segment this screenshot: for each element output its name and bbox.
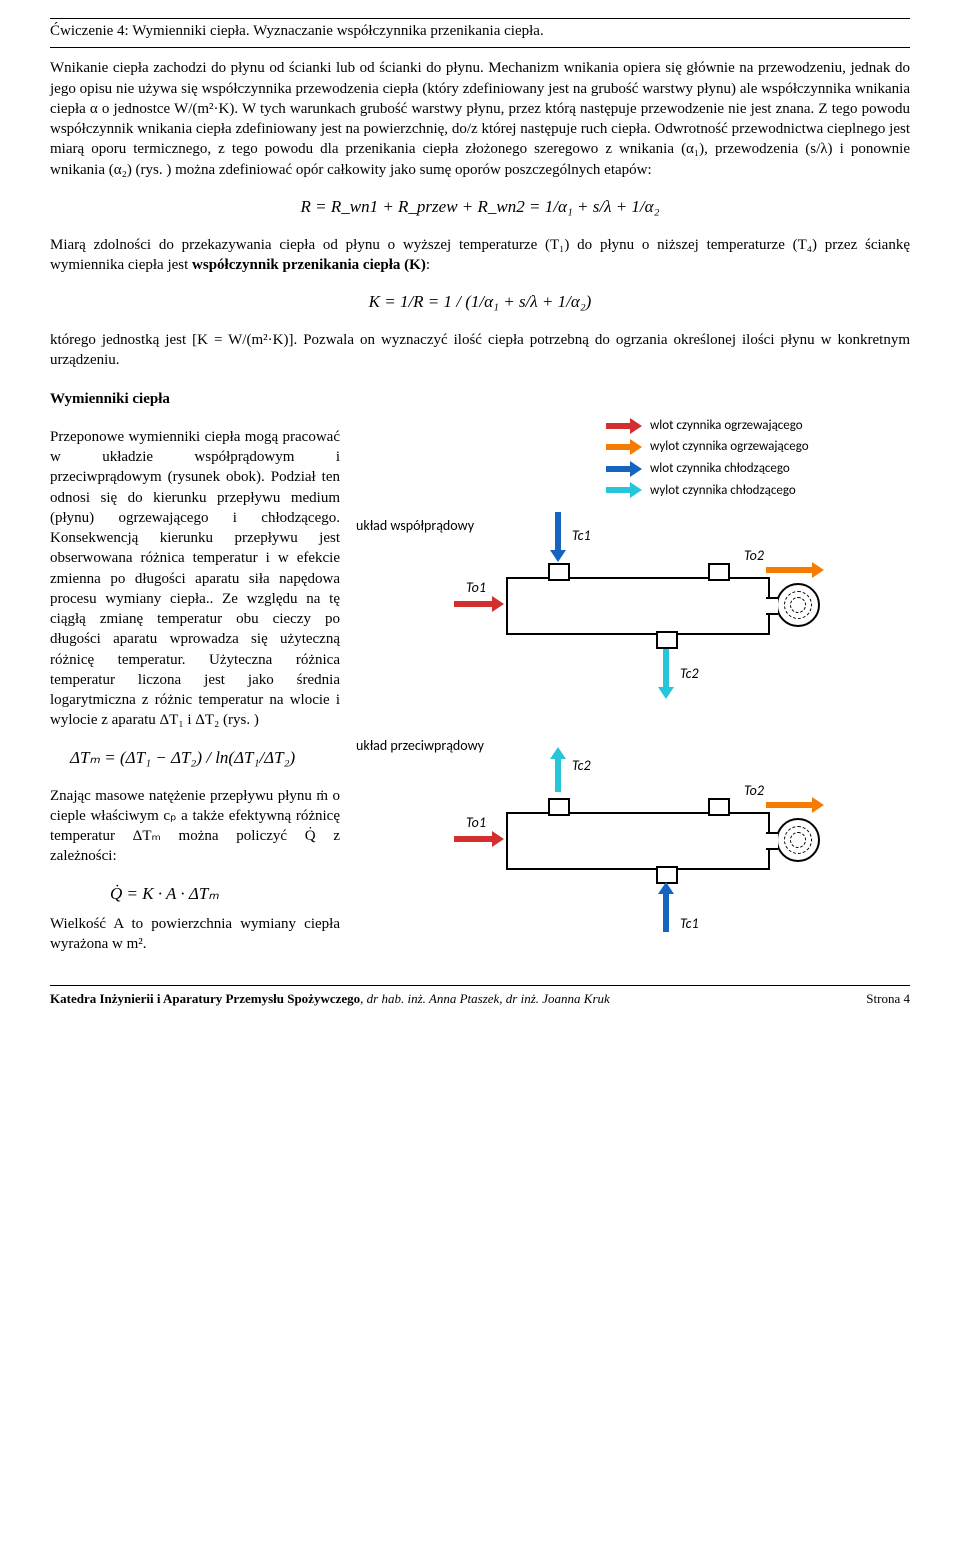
arrow-tc1-counter <box>661 892 671 932</box>
para2c: : <box>426 257 430 273</box>
equation-DTm: ΔTₘ = (ΔT₁ − ΔT₂) / ln(ΔT₁/ΔT₂) <box>70 747 340 770</box>
arrow-head <box>812 562 824 578</box>
exchanger-body-counter <box>506 812 770 870</box>
exchanger-body-cocurrent <box>506 577 770 635</box>
arrow-to2-cocurrent <box>766 565 814 575</box>
legend-arrow-in-hot <box>606 419 642 433</box>
footer-authors: , dr hab. inż. Anna Ptaszek, dr inż. Joa… <box>360 991 610 1006</box>
label-to1-cocurrent: To1 <box>466 579 486 598</box>
arrow-shaft <box>555 757 561 792</box>
port-top-right-cocurrent <box>708 563 730 581</box>
footer-katedra: Katedra Inżynierii i Aparatury Przemysłu… <box>50 991 360 1006</box>
legend-arrow-out-hot <box>606 440 642 454</box>
paragraph-intro: Wnikanie ciepła zachodzi do płynu od ści… <box>50 58 910 180</box>
para2a: Miarą zdolności do przekazywania ciepła … <box>50 237 910 273</box>
label-to2-cocurrent: To2 <box>744 547 764 566</box>
arrow-to1-cocurrent <box>454 599 494 609</box>
footer-page-label: Strona 4 <box>866 990 910 1008</box>
label-cocurrent: układ współprądowy <box>356 517 474 536</box>
label-countercurrent: układ przeciwprądowy <box>356 737 484 756</box>
arrow-shaft <box>766 567 814 573</box>
label-tc2-cocurrent: Tc2 <box>680 665 699 684</box>
arrow-head <box>630 461 642 477</box>
main-content: Wnikanie ciepła zachodzi do płynu od ści… <box>50 58 910 977</box>
arrow-shaft <box>766 802 814 808</box>
arrow-head <box>630 439 642 455</box>
arrow-head <box>630 482 642 498</box>
para5-text: Wielkość A to powierzchnia wymiany ciepł… <box>50 914 340 955</box>
arrow-shaft <box>606 423 632 429</box>
equation-R: R = R_wn1 + R_przew + R_wn2 = 1/α₁ + s/λ… <box>50 196 910 219</box>
section-heading: Wymienniki ciepła <box>50 389 910 409</box>
label-to2-counter: To2 <box>744 782 764 801</box>
connector-cocurrent <box>766 597 778 615</box>
arrow-shaft <box>454 601 494 607</box>
legend-row-out-hot: wylot czynnika ogrzewającego <box>606 438 809 456</box>
port-top-left-cocurrent <box>548 563 570 581</box>
arrow-shaft <box>663 649 669 689</box>
end-inner2 <box>790 832 806 848</box>
header-rule-bot <box>50 47 910 48</box>
arrow-shaft <box>454 836 494 842</box>
arrow-shaft <box>606 444 632 450</box>
legend-row-in-cold: wlot czynnika chłodzącego <box>606 460 809 478</box>
arrow-head <box>658 882 674 894</box>
page-footer: Katedra Inżynierii i Aparatury Przemysłu… <box>50 986 910 1008</box>
port-bottom-cocurrent <box>656 631 678 649</box>
page-header-title: Ćwiczenie 4: Wymienniki ciepła. Wyznacza… <box>50 19 910 47</box>
arrow-shaft <box>606 487 632 493</box>
two-column-block: Przeponowe wymienniki ciepła mogą pracow… <box>50 417 910 977</box>
legend-arrow-out-cold <box>606 483 642 497</box>
legend-label-in-cold: wlot czynnika chłodzącego <box>650 460 790 478</box>
port-top-right-counter <box>708 798 730 816</box>
arrow-to1-counter <box>454 834 494 844</box>
connector-counter <box>766 832 778 850</box>
arrow-tc2-counter <box>553 757 563 792</box>
arrow-tc2-cocurrent <box>661 649 671 689</box>
arrow-to2-counter <box>766 800 814 810</box>
arrow-tc1-cocurrent <box>553 512 563 552</box>
exchanger-end-counter <box>776 818 820 862</box>
para1-text: Wnikanie ciepła zachodzi do płynu od ści… <box>50 60 910 177</box>
end-inner2 <box>790 597 806 613</box>
legend-row-out-cold: wylot czynnika chłodzącego <box>606 482 809 500</box>
label-tc1-cocurrent: Tc1 <box>572 527 591 546</box>
para2b-bold: współczynnik przenikania ciepła (K) <box>192 257 426 273</box>
port-top-left-counter <box>548 798 570 816</box>
legend-label-in-hot: wlot czynnika ogrzewającego <box>650 417 803 435</box>
paragraph-K-unit: którego jednostką jest [K = W/(m²·K)]. P… <box>50 330 910 371</box>
leftcol-text: Przeponowe wymienniki ciepła mogą pracow… <box>50 427 340 731</box>
diagram-column: wlot czynnika ogrzewającego wylot czynni… <box>356 417 910 977</box>
legend-label-out-cold: wylot czynnika chłodzącego <box>650 482 796 500</box>
arrow-head <box>630 418 642 434</box>
arrow-head <box>658 687 674 699</box>
arrow-shaft <box>606 466 632 472</box>
equation-K: K = 1/R = 1 / (1/α₁ + s/λ + 1/α₂) <box>50 291 910 314</box>
legend-arrow-in-cold <box>606 462 642 476</box>
arrow-head <box>550 550 566 562</box>
exchanger-end-cocurrent <box>776 583 820 627</box>
footer-attribution: Katedra Inżynierii i Aparatury Przemysłu… <box>50 990 610 1008</box>
legend-label-out-hot: wylot czynnika ogrzewającego <box>650 438 809 456</box>
arrow-shaft <box>663 892 669 932</box>
arrow-head <box>812 797 824 813</box>
left-text-column: Przeponowe wymienniki ciepła mogą pracow… <box>50 417 340 964</box>
label-to1-counter: To1 <box>466 814 486 833</box>
label-tc2-counter: Tc2 <box>572 757 591 776</box>
arrow-head <box>492 831 504 847</box>
heat-exchanger-diagram: wlot czynnika ogrzewającego wylot czynni… <box>356 417 896 977</box>
para4-text: Znając masowe natężenie przepływu płynu … <box>50 786 340 867</box>
arrow-shaft <box>555 512 561 552</box>
arrow-head <box>550 747 566 759</box>
label-tc1-counter: Tc1 <box>680 915 699 934</box>
diagram-legend: wlot czynnika ogrzewającego wylot czynni… <box>606 417 809 503</box>
equation-Q: Q̇ = K · A · ΔTₘ <box>110 883 340 906</box>
arrow-head <box>492 596 504 612</box>
legend-row-in-hot: wlot czynnika ogrzewającego <box>606 417 809 435</box>
paragraph-K-def: Miarą zdolności do przekazywania ciepła … <box>50 235 910 276</box>
